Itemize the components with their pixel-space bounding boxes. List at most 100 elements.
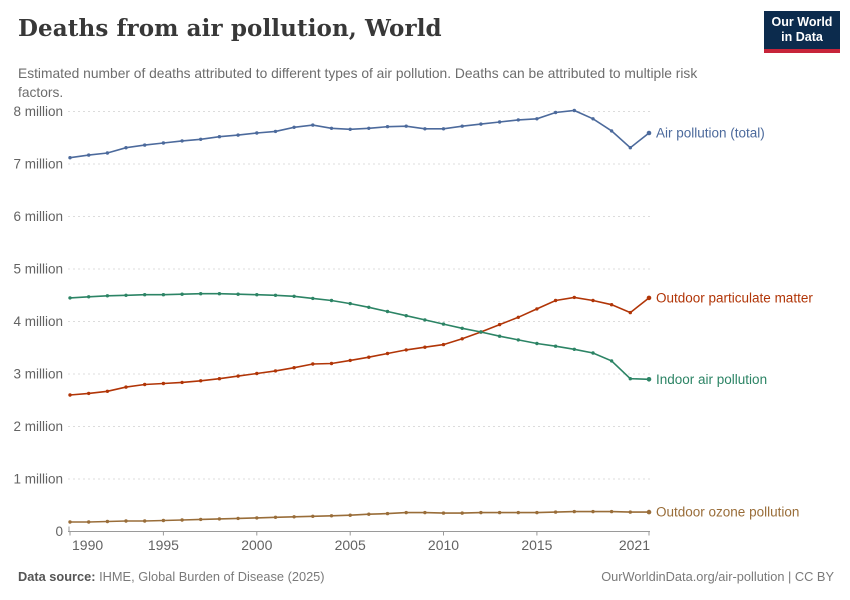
data-point[interactable] [516, 315, 520, 319]
data-point[interactable] [367, 355, 371, 359]
data-point[interactable] [329, 298, 334, 303]
data-point[interactable] [143, 382, 147, 387]
data-point[interactable] [385, 511, 390, 516]
data-point[interactable] [180, 380, 184, 385]
data-point[interactable] [68, 156, 72, 160]
data-point[interactable] [385, 309, 390, 314]
data-point[interactable] [497, 510, 502, 515]
data-point[interactable] [105, 151, 110, 155]
data-point[interactable] [329, 514, 334, 518]
data-point[interactable] [404, 314, 408, 318]
data-point[interactable] [87, 391, 91, 396]
data-point[interactable] [348, 358, 352, 363]
data-point[interactable] [124, 385, 128, 389]
data-point[interactable] [180, 139, 184, 143]
data-point[interactable] [68, 393, 72, 397]
data-point[interactable] [646, 377, 652, 382]
data-point[interactable] [367, 305, 371, 309]
series-label-indoor-air-pollution[interactable]: Indoor air pollution [656, 372, 767, 387]
data-point[interactable] [553, 344, 558, 348]
data-point[interactable] [292, 125, 296, 129]
data-point[interactable] [161, 293, 166, 297]
data-point[interactable] [255, 293, 259, 297]
data-point[interactable] [180, 292, 184, 296]
data-point[interactable] [553, 510, 558, 514]
data-point[interactable] [143, 293, 147, 297]
data-point[interactable] [591, 298, 595, 303]
data-point[interactable] [404, 348, 408, 352]
data-point[interactable] [161, 141, 166, 145]
data-point[interactable] [441, 511, 446, 515]
series-label-air-pollution-total[interactable]: Air pollution (total) [656, 126, 765, 141]
data-point[interactable] [572, 509, 576, 514]
data-point[interactable] [311, 296, 315, 301]
data-point[interactable] [367, 126, 371, 130]
data-point[interactable] [404, 510, 408, 515]
data-point[interactable] [124, 519, 128, 523]
data-point[interactable] [628, 146, 632, 150]
data-point[interactable] [273, 369, 278, 373]
data-point[interactable] [68, 296, 72, 300]
data-point[interactable] [348, 127, 352, 131]
data-point[interactable] [124, 293, 128, 297]
data-point[interactable] [255, 371, 259, 376]
data-point[interactable] [646, 509, 652, 515]
data-point[interactable] [460, 511, 464, 515]
data-point[interactable] [516, 118, 520, 122]
data-point[interactable] [87, 295, 91, 299]
series-line-air-pollution-total[interactable] [69, 109, 650, 159]
data-point[interactable] [646, 295, 652, 301]
data-point[interactable] [236, 374, 240, 378]
data-point[interactable] [572, 295, 576, 300]
data-point[interactable] [292, 366, 296, 370]
data-point[interactable] [105, 389, 110, 393]
data-point[interactable] [292, 515, 296, 519]
data-point[interactable] [105, 519, 110, 524]
data-point[interactable] [273, 515, 278, 519]
data-point[interactable] [255, 131, 259, 135]
data-point[interactable] [460, 326, 464, 330]
data-point[interactable] [591, 117, 595, 121]
series-label-outdoor-particulate-matter[interactable]: Outdoor particulate matter [656, 290, 813, 305]
data-point[interactable] [460, 124, 464, 128]
data-point[interactable] [404, 124, 408, 128]
data-point[interactable] [367, 512, 371, 516]
data-point[interactable] [609, 129, 614, 133]
owid-logo[interactable]: Our World in Data [764, 11, 840, 53]
series-line-outdoor-particulate-matter[interactable] [69, 296, 650, 396]
data-point[interactable] [385, 351, 390, 356]
data-point[interactable] [217, 517, 222, 521]
series-line-indoor-air-pollution[interactable] [69, 292, 650, 381]
data-point[interactable] [236, 516, 240, 521]
data-point[interactable] [423, 127, 427, 131]
data-point[interactable] [311, 514, 315, 518]
data-point[interactable] [161, 518, 166, 523]
data-point[interactable] [535, 117, 539, 121]
data-point[interactable] [236, 292, 240, 296]
data-point[interactable] [199, 137, 203, 141]
data-point[interactable] [572, 108, 576, 113]
data-point[interactable] [255, 516, 259, 520]
data-point[interactable] [609, 359, 614, 363]
data-point[interactable] [609, 509, 614, 514]
data-point[interactable] [348, 301, 352, 306]
data-point[interactable] [385, 125, 390, 129]
data-point[interactable] [497, 120, 502, 124]
data-point[interactable] [646, 130, 652, 136]
data-point[interactable] [217, 135, 222, 139]
data-point[interactable] [124, 146, 128, 150]
data-point[interactable] [609, 303, 614, 307]
data-point[interactable] [199, 292, 203, 296]
data-point[interactable] [628, 510, 632, 514]
data-point[interactable] [143, 143, 147, 147]
data-point[interactable] [105, 294, 110, 298]
data-point[interactable] [441, 322, 446, 326]
data-point[interactable] [497, 322, 502, 327]
data-point[interactable] [591, 509, 595, 514]
data-point[interactable] [479, 330, 483, 334]
data-point[interactable] [273, 293, 278, 297]
data-point[interactable] [628, 377, 632, 381]
data-point[interactable] [535, 510, 539, 515]
data-point[interactable] [236, 133, 240, 137]
series-line-outdoor-ozone-pollution[interactable] [70, 510, 649, 523]
